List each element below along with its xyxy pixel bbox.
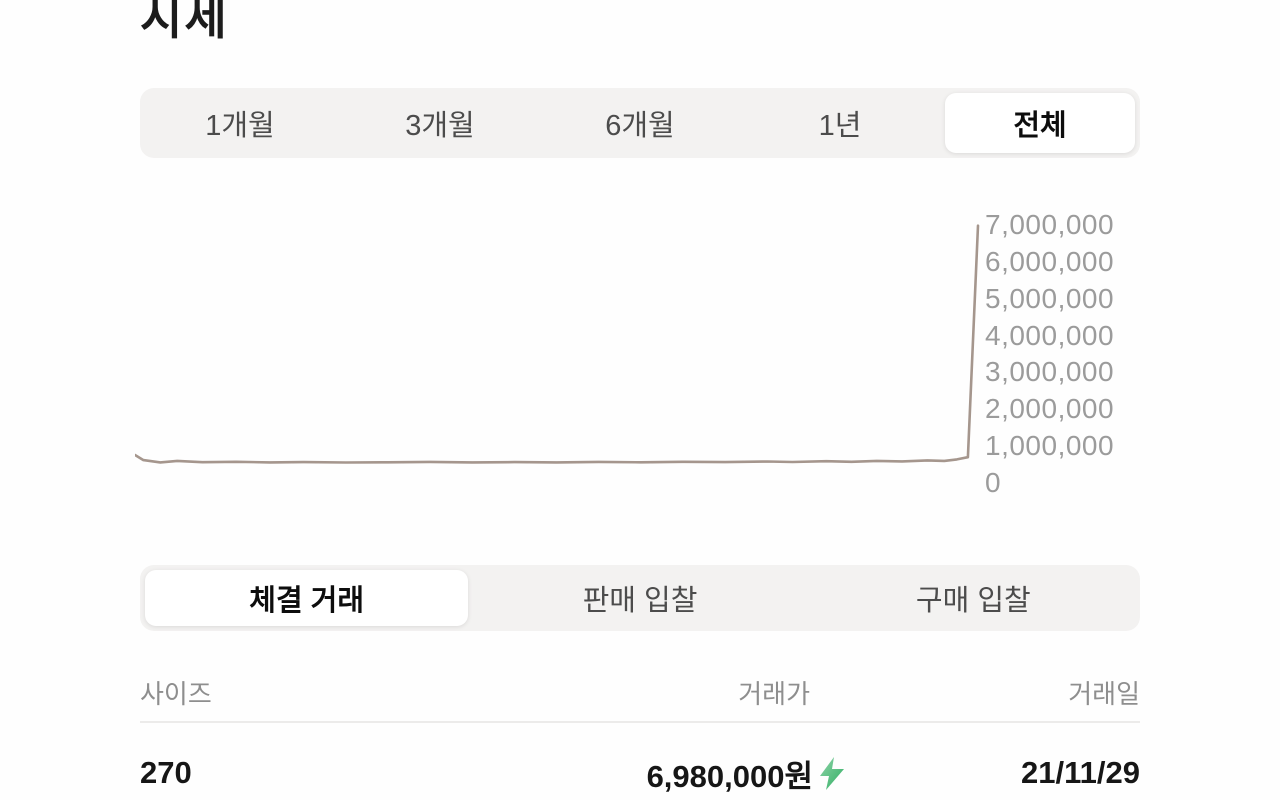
price-chart[interactable]: 7,000,000 6,000,000 5,000,000 4,000,000 …	[0, 211, 1280, 505]
y-tick: 1,000,000	[985, 430, 1115, 462]
trades-table-header: 사이즈 거래가 거래일	[140, 663, 1140, 723]
tab-sell-bids[interactable]: 판매 입찰	[582, 585, 698, 617]
table-row: 270 6,980,000원 21/11/29	[140, 746, 1140, 800]
price-chart-canvas[interactable]	[135, 215, 980, 495]
trade-date: 21/11/29	[1021, 755, 1140, 790]
y-tick: 7,000,000	[985, 209, 1115, 240]
column-header-date: 거래일	[1068, 678, 1140, 709]
tab-3month[interactable]: 3개월	[405, 110, 475, 142]
y-axis-labels: 7,000,000 6,000,000 5,000,000 4,000,000 …	[985, 211, 1114, 497]
lightning-icon	[820, 756, 844, 790]
period-tab-bar: 1개월 3개월 6개월 1년 전체	[140, 88, 1140, 158]
y-tick: 2,000,000	[985, 393, 1115, 425]
trade-price: 6,980,000원	[646, 758, 813, 794]
tab-buy-bids[interactable]: 구매 입찰	[915, 585, 1031, 617]
tab-completed-trades[interactable]: 체결 거래	[145, 570, 469, 626]
trade-tab-bar: 체결 거래 판매 입찰 구매 입찰	[140, 565, 1140, 631]
y-tick: 0	[985, 466, 1002, 498]
column-header-size: 사이즈	[140, 678, 212, 709]
y-tick: 5,000,000	[985, 282, 1115, 314]
tab-1month[interactable]: 1개월	[205, 110, 275, 142]
tab-6month[interactable]: 6개월	[605, 110, 675, 142]
y-tick: 6,000,000	[985, 245, 1115, 277]
trade-size: 270	[140, 755, 192, 790]
y-tick: 4,000,000	[985, 319, 1115, 351]
column-header-price: 거래가	[738, 678, 810, 709]
tab-1year[interactable]: 1년	[818, 110, 862, 142]
trade-price-cell: 6,980,000원	[420, 751, 845, 796]
page-title: 시세	[140, 0, 229, 44]
price-line	[135, 224, 980, 464]
y-tick: 3,000,000	[985, 356, 1115, 388]
tab-all[interactable]: 전체	[945, 93, 1135, 153]
